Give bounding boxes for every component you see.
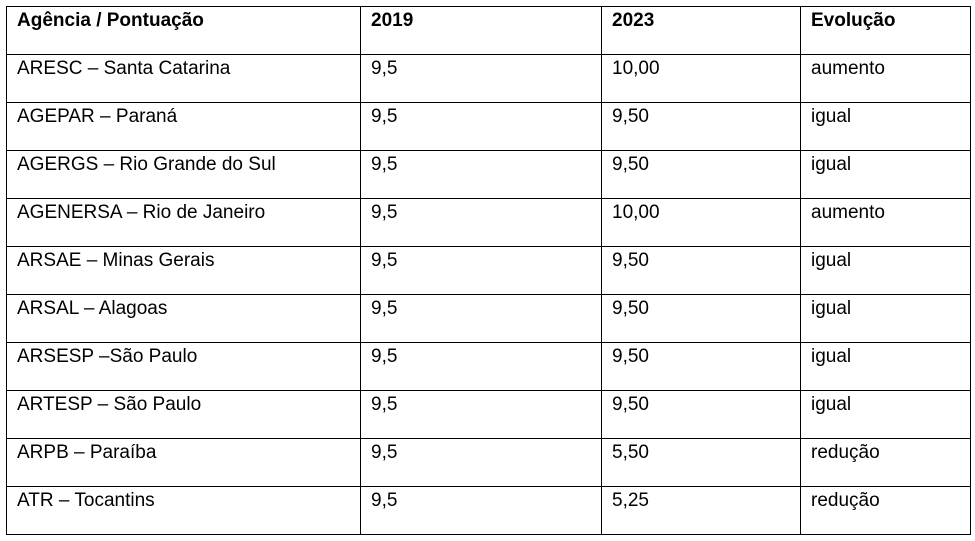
cell-evolution: aumento <box>800 198 971 247</box>
table-row: AGEPAR – Paraná 9,5 9,50 igual <box>6 102 971 151</box>
cell-2019: 9,5 <box>360 246 602 295</box>
cell-2023: 9,50 <box>601 102 801 151</box>
table-row: AGENERSA – Rio de Janeiro 9,5 10,00 aume… <box>6 198 971 247</box>
cell-agency: AGERGS – Rio Grande do Sul <box>6 150 361 199</box>
cell-2019: 9,5 <box>360 486 602 535</box>
table-row: ARTESP – São Paulo 9,5 9,50 igual <box>6 390 971 439</box>
cell-2019: 9,5 <box>360 390 602 439</box>
cell-2019: 9,5 <box>360 198 602 247</box>
header-agency: Agência / Pontuação <box>6 6 361 55</box>
cell-evolution: igual <box>800 246 971 295</box>
cell-2023: 9,50 <box>601 390 801 439</box>
table-row: ARSAE – Minas Gerais 9,5 9,50 igual <box>6 246 971 295</box>
cell-evolution: igual <box>800 390 971 439</box>
cell-evolution: igual <box>800 342 971 391</box>
cell-agency: ARSAL – Alagoas <box>6 294 361 343</box>
cell-2019: 9,5 <box>360 102 602 151</box>
cell-agency: ATR – Tocantins <box>6 486 361 535</box>
cell-2019: 9,5 <box>360 150 602 199</box>
cell-agency: ARPB – Paraíba <box>6 438 361 487</box>
table-row: ARESC – Santa Catarina 9,5 10,00 aumento <box>6 54 971 103</box>
cell-evolution: aumento <box>800 54 971 103</box>
header-2023: 2023 <box>601 6 801 55</box>
table-row: ATR – Tocantins 9,5 5,25 redução <box>6 486 971 535</box>
table-body: ARESC – Santa Catarina 9,5 10,00 aumento… <box>6 54 971 535</box>
cell-agency: ARSESP –São Paulo <box>6 342 361 391</box>
cell-2023: 9,50 <box>601 294 801 343</box>
cell-2019: 9,5 <box>360 438 602 487</box>
cell-2023: 10,00 <box>601 198 801 247</box>
header-evolution: Evolução <box>800 6 971 55</box>
cell-2019: 9,5 <box>360 54 602 103</box>
table-row: AGERGS – Rio Grande do Sul 9,5 9,50 igua… <box>6 150 971 199</box>
cell-2019: 9,5 <box>360 294 602 343</box>
agency-score-table: Agência / Pontuação 2019 2023 Evolução A… <box>6 6 971 535</box>
cell-agency: ARESC – Santa Catarina <box>6 54 361 103</box>
cell-agency: ARTESP – São Paulo <box>6 390 361 439</box>
cell-2023: 10,00 <box>601 54 801 103</box>
cell-2023: 9,50 <box>601 342 801 391</box>
header-2019: 2019 <box>360 6 602 55</box>
cell-evolution: redução <box>800 486 971 535</box>
table-row: ARPB – Paraíba 9,5 5,50 redução <box>6 438 971 487</box>
cell-agency: ARSAE – Minas Gerais <box>6 246 361 295</box>
table-row: ARSESP –São Paulo 9,5 9,50 igual <box>6 342 971 391</box>
cell-2023: 5,25 <box>601 486 801 535</box>
cell-2023: 9,50 <box>601 150 801 199</box>
cell-evolution: igual <box>800 102 971 151</box>
cell-evolution: igual <box>800 150 971 199</box>
cell-2023: 5,50 <box>601 438 801 487</box>
cell-2023: 9,50 <box>601 246 801 295</box>
cell-evolution: igual <box>800 294 971 343</box>
cell-evolution: redução <box>800 438 971 487</box>
cell-agency: AGEPAR – Paraná <box>6 102 361 151</box>
header-row: Agência / Pontuação 2019 2023 Evolução <box>6 6 971 55</box>
cell-2019: 9,5 <box>360 342 602 391</box>
cell-agency: AGENERSA – Rio de Janeiro <box>6 198 361 247</box>
table-header: Agência / Pontuação 2019 2023 Evolução <box>6 6 971 55</box>
table-row: ARSAL – Alagoas 9,5 9,50 igual <box>6 294 971 343</box>
